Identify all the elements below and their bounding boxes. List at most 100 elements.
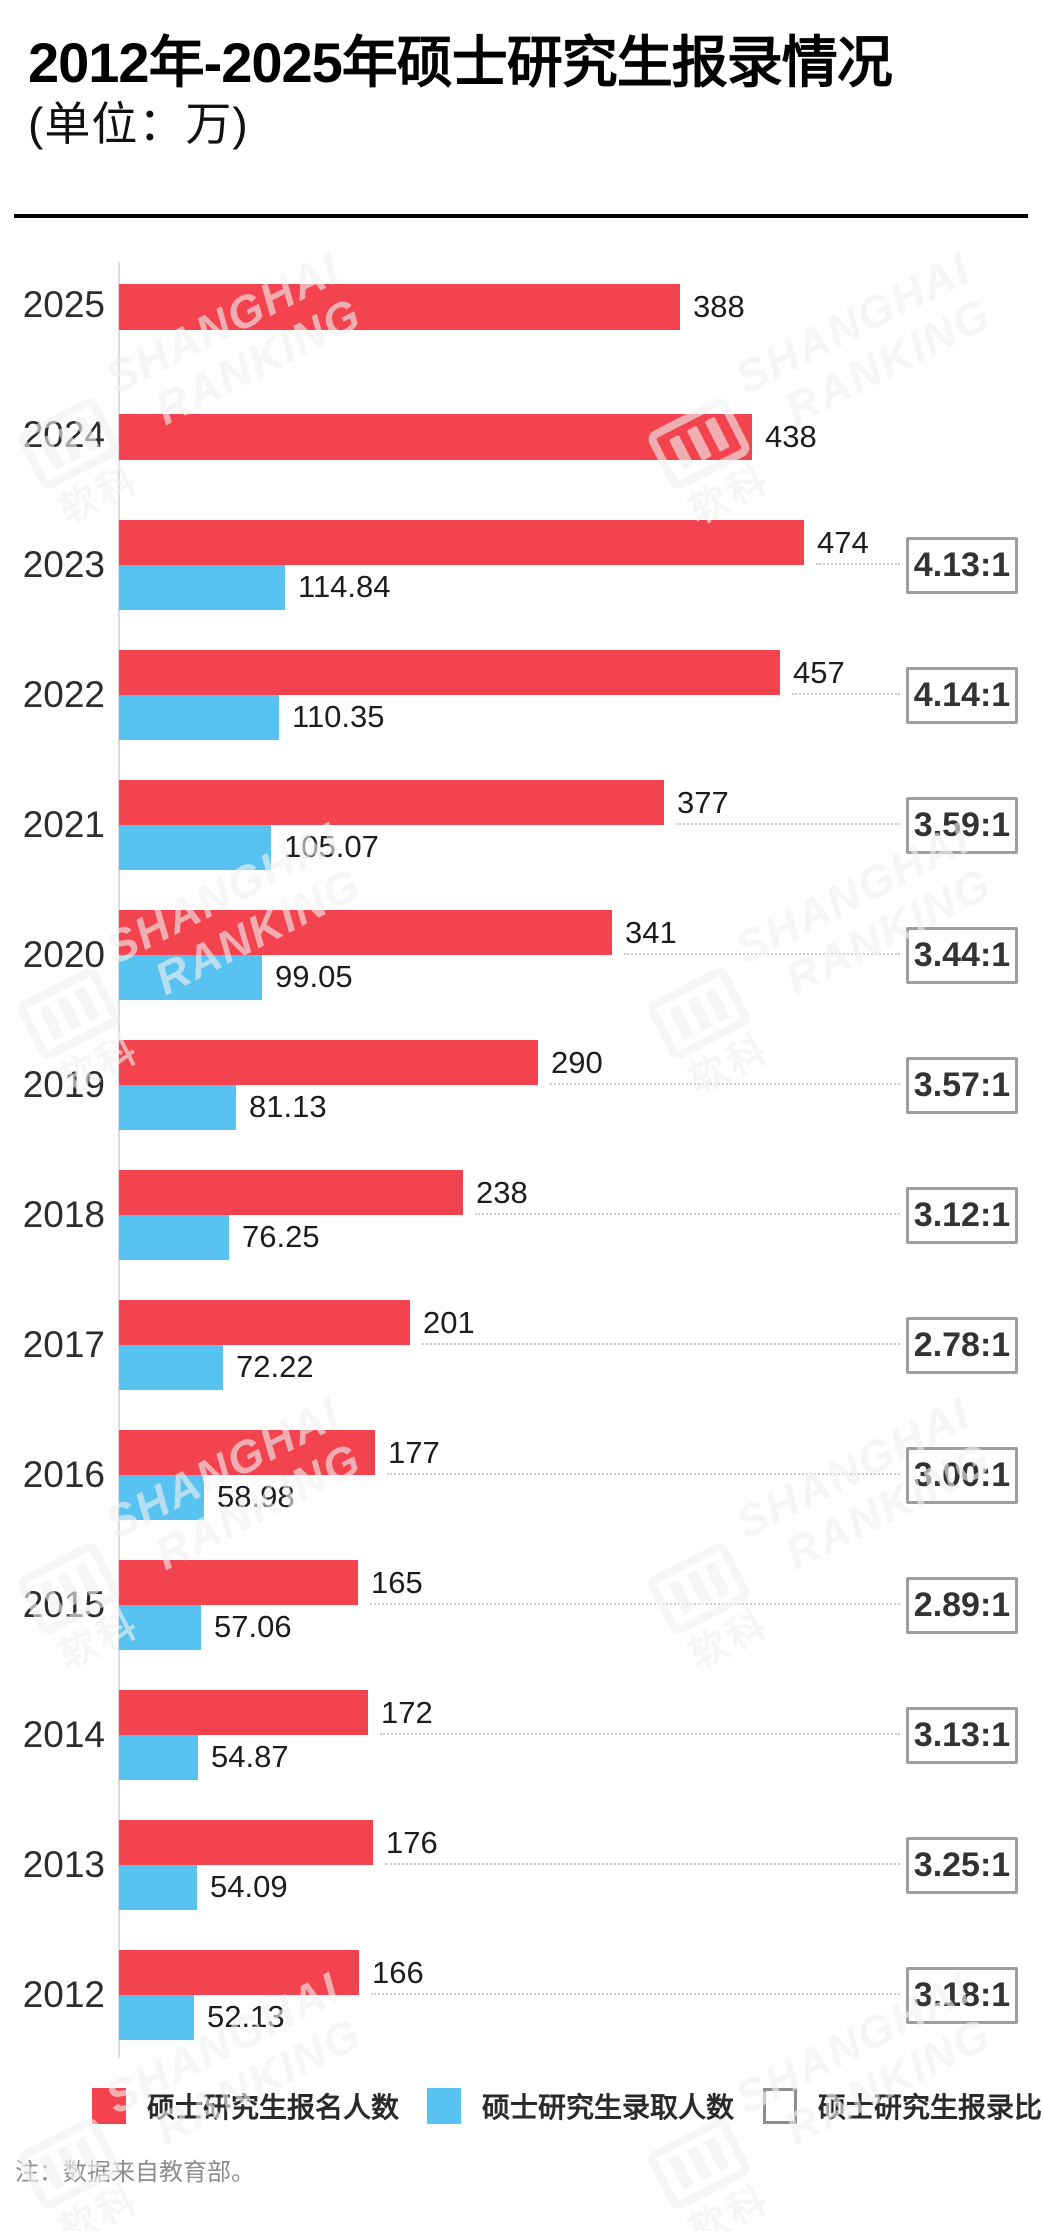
applicants-value: 166 [372, 1954, 424, 1990]
ratio-box: 3.18:1 [906, 1967, 1018, 2024]
year-label: 2023 [22, 544, 105, 585]
ratio-connector [380, 1733, 900, 1735]
ratio-box: 4.13:1 [906, 537, 1018, 594]
legend-item-admissions: 硕士研究生录取人数 [427, 2086, 734, 2126]
admissions-bar [119, 1475, 204, 1520]
year-label: 2015 [22, 1584, 105, 1625]
admissions-value: 76.25 [242, 1219, 320, 1254]
applicants-value: 238 [476, 1174, 528, 1210]
year-label: 2024 [22, 414, 105, 455]
applicants-value: 165 [371, 1564, 423, 1600]
admissions-value: 72.22 [236, 1349, 314, 1384]
year-label: 2014 [22, 1714, 105, 1755]
admissions-bar [119, 1345, 223, 1390]
applicants-bar [119, 1820, 373, 1865]
applicants-value: 177 [388, 1434, 440, 1470]
ratio-box: 3.59:1 [906, 797, 1018, 854]
ratio-connector [387, 1473, 900, 1475]
applicants-bar [119, 414, 752, 460]
header-divider [14, 214, 1028, 218]
year-label: 2013 [22, 1844, 105, 1885]
ratio-connector [422, 1343, 900, 1345]
ratio-box: 3.57:1 [906, 1057, 1018, 1114]
admissions-value: 57.06 [214, 1609, 292, 1644]
admissions-value: 54.87 [211, 1739, 289, 1774]
applicants-value: 377 [677, 784, 729, 820]
admissions-value: 99.05 [275, 959, 353, 994]
applicants-bar [119, 780, 664, 825]
applicants-value: 438 [765, 419, 817, 454]
applicants-bar [119, 1300, 410, 1345]
year-label: 2012 [22, 1974, 105, 2015]
applicants-bar [119, 1040, 538, 1085]
y-axis-line [118, 262, 120, 2058]
admissions-bar [119, 1085, 236, 1130]
ratio-box: 3.12:1 [906, 1187, 1018, 1244]
year-label: 2018 [22, 1194, 105, 1235]
admissions-value: 110.35 [292, 699, 385, 734]
applicants-bar [119, 520, 804, 565]
applicants-bar [119, 1430, 375, 1475]
admissions-value: 81.13 [249, 1089, 327, 1124]
applicants-value: 341 [625, 914, 677, 950]
ratio-connector [550, 1083, 900, 1085]
unit-label: (单位：万) [28, 98, 249, 150]
year-label: 2022 [22, 674, 105, 715]
admissions-value: 54.09 [210, 1869, 288, 1904]
year-label: 2025 [22, 284, 105, 325]
applicants-bar [119, 910, 612, 955]
applicants-value: 474 [817, 524, 869, 560]
applicants-bar [119, 284, 680, 330]
admissions-bar [119, 955, 262, 1000]
admissions-value: 52.13 [207, 1999, 285, 2034]
admissions-bar [119, 565, 285, 610]
legend-item-ratio: 硕士研究生报录比 [763, 2086, 1042, 2126]
year-label: 2016 [22, 1454, 105, 1495]
legend-item-applicants: 硕士研究生报名人数 [92, 2086, 399, 2126]
ratio-connector [475, 1213, 900, 1215]
ratio-box: 3.13:1 [906, 1707, 1018, 1764]
admissions-bar [119, 1865, 197, 1910]
ratio-box: 3.00:1 [906, 1447, 1018, 1504]
legend-label: 硕士研究生报名人数 [147, 2092, 400, 2123]
ratio-box: 2.89:1 [906, 1577, 1018, 1634]
ratio-connector [385, 1863, 900, 1865]
applicants-value: 290 [551, 1044, 603, 1080]
year-label: 2020 [22, 934, 105, 975]
applicants-swatch-icon [92, 2088, 126, 2124]
admissions-bar [119, 1735, 198, 1780]
ratio-connector [676, 823, 900, 825]
applicants-bar [119, 1690, 368, 1735]
bar-chart: 2025 388 2024 438 2023 474 114.84 4.13:1 2022 457… [0, 250, 1043, 2080]
admissions-swatch-icon [427, 2088, 461, 2124]
year-label: 2017 [22, 1324, 105, 1365]
applicants-bar [119, 650, 780, 695]
shanghairanking-logo-icon: 软科 [645, 2111, 783, 2231]
ratio-box: 4.14:1 [906, 667, 1018, 724]
applicants-value: 176 [386, 1824, 438, 1860]
ratio-connector [370, 1603, 900, 1605]
ratio-connector [792, 693, 900, 695]
admissions-value: 58.98 [217, 1479, 295, 1514]
source-note: 注：数据来自教育部。 [15, 2159, 255, 2186]
ratio-connector [624, 953, 900, 955]
ratio-box: 2.78:1 [906, 1317, 1018, 1374]
ratio-connector [816, 563, 900, 565]
applicants-value: 457 [793, 654, 845, 690]
ratio-box: 3.25:1 [906, 1837, 1018, 1894]
applicants-value: 201 [423, 1304, 475, 1340]
applicants-value: 388 [693, 289, 745, 324]
admissions-bar [119, 1215, 229, 1260]
page-title: 2012年-2025年硕士研究生报录情况 [28, 31, 893, 94]
shanghairanking-logo-icon: 软科 [645, 2111, 783, 2231]
applicants-bar [119, 1560, 358, 1605]
ratio-connector [371, 1993, 900, 1995]
admissions-bar [119, 1995, 194, 2040]
applicants-bar [119, 1950, 359, 1995]
ratio-swatch-icon [763, 2088, 797, 2124]
admissions-value: 114.84 [298, 569, 391, 604]
admissions-value: 105.07 [284, 829, 379, 864]
year-label: 2019 [22, 1064, 105, 1105]
admissions-bar [119, 695, 279, 740]
